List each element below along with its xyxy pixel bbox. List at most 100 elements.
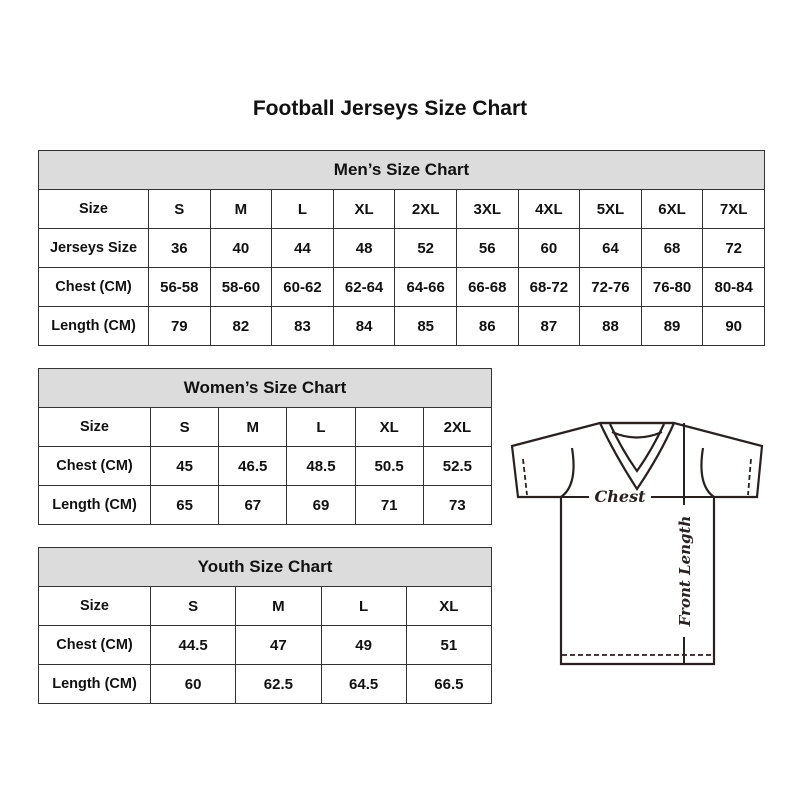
table-cell: 66-68 (455, 267, 519, 307)
table-cell: L (320, 586, 407, 626)
table-cell: 48.5 (286, 446, 356, 486)
table-cell: 7XL (702, 189, 765, 229)
jersey-outline-icon (510, 421, 764, 666)
womens-size-table: Women’s Size Chart Size S M L XL 2XL Chest (CM)… (38, 368, 493, 525)
table-cell: 44 (271, 228, 334, 268)
table-cell: 44.5 (149, 625, 237, 665)
table-cell: 50.5 (354, 446, 424, 486)
table-cell: 3XL (455, 189, 519, 229)
table-heading-row: Men’s Size Chart (38, 150, 765, 190)
table-cell: 67 (218, 485, 288, 525)
seam-lines (522, 458, 752, 656)
youth-size-table: Youth Size Chart Size S M L XL Chest (CM) 44.5 4… (38, 547, 493, 704)
row-label: Size (38, 189, 149, 229)
table-row: Chest (CM) 45 46.5 48.5 50.5 52.5 (38, 446, 493, 486)
table-cell: 51 (405, 625, 493, 665)
table-cell: 85 (394, 306, 457, 346)
table-cell: M (209, 189, 273, 229)
table-cell: 6XL (640, 189, 704, 229)
table-cell: 62-64 (332, 267, 396, 307)
chest-label: Chest (595, 487, 647, 506)
table-cell: 64-66 (394, 267, 457, 307)
table-row: Length (CM) 60 62.5 64.5 66.5 (38, 664, 493, 704)
table-cell: 76-80 (640, 267, 704, 307)
table-cell: 36 (148, 228, 211, 268)
front-length-label: Front Length (676, 516, 694, 628)
table-cell: 82 (209, 306, 273, 346)
table-cell: 2XL (422, 407, 493, 447)
table-cell: 88 (579, 306, 642, 346)
table-cell: 48 (332, 228, 396, 268)
table-cell: 72 (702, 228, 765, 268)
table-cell: 40 (209, 228, 273, 268)
table-cell: 64 (579, 228, 642, 268)
table-cell: 58-60 (209, 267, 273, 307)
row-label: Chest (CM) (38, 625, 151, 665)
table-cell: 46.5 (218, 446, 288, 486)
row-label: Length (CM) (38, 485, 151, 525)
table-cell: 66.5 (405, 664, 493, 704)
table-cell: S (148, 189, 211, 229)
table-cell: S (149, 586, 237, 626)
table-cell: 87 (517, 306, 581, 346)
table-cell: 56-58 (148, 267, 211, 307)
table-cell: 69 (286, 485, 356, 525)
table-cell: 62.5 (235, 664, 322, 704)
row-label: Size (38, 407, 151, 447)
table-row: Length (CM) 79 82 83 84 85 86 87 88 89 90 (38, 306, 765, 346)
table-row: Size S M L XL 2XL (38, 407, 493, 447)
row-label: Jerseys Size (38, 228, 149, 268)
table-cell: 5XL (579, 189, 642, 229)
table-cell: 60-62 (271, 267, 334, 307)
table-cell: 90 (702, 306, 765, 346)
table-cell: 72-76 (579, 267, 642, 307)
table-cell: 80-84 (702, 267, 765, 307)
table-row: Chest (CM) 56-58 58-60 60-62 62-64 64-66 66-68… (38, 267, 765, 307)
table-cell: 64.5 (320, 664, 407, 704)
table-cell: 60 (149, 664, 237, 704)
men-table-heading: Men’s Size Chart (38, 150, 765, 190)
table-cell: 68-72 (517, 267, 581, 307)
mens-size-table: Men’s Size Chart Size S M L XL 2XL 3XL 4XL 5XL 6XL… (38, 150, 765, 346)
table-cell: 65 (149, 485, 220, 525)
table-row: Length (CM) 65 67 69 71 73 (38, 485, 493, 525)
youth-table-heading: Youth Size Chart (38, 547, 492, 587)
table-cell: L (271, 189, 334, 229)
table-cell: L (286, 407, 356, 447)
table-cell: XL (332, 189, 396, 229)
table-cell: 79 (148, 306, 211, 346)
table-row: Jerseys Size 36 40 44 48 52 56 60 64 68 72 (38, 228, 765, 268)
table-heading-row: Women’s Size Chart (38, 368, 492, 408)
row-label: Length (CM) (38, 664, 151, 704)
page-title: Football Jerseys Size Chart (252, 97, 528, 120)
table-cell: 60 (517, 228, 581, 268)
row-label: Chest (CM) (38, 446, 151, 486)
table-cell: XL (354, 407, 424, 447)
table-cell: 73 (422, 485, 493, 525)
table-cell: XL (405, 586, 493, 626)
table-cell: 45 (149, 446, 220, 486)
table-row: Size S M L XL (38, 586, 493, 626)
row-label: Size (38, 586, 151, 626)
table-cell: 84 (332, 306, 396, 346)
table-cell: 56 (455, 228, 519, 268)
table-heading-row: Youth Size Chart (38, 547, 492, 587)
table-cell: 86 (455, 306, 519, 346)
table-cell: 2XL (394, 189, 457, 229)
table-cell: 83 (271, 306, 334, 346)
table-cell: S (149, 407, 220, 447)
table-cell: 4XL (517, 189, 581, 229)
jersey-diagram: Chest Front Length (510, 421, 764, 666)
women-table-heading: Women’s Size Chart (38, 368, 492, 408)
table-cell: 71 (354, 485, 424, 525)
table-cell: 47 (235, 625, 322, 665)
table-cell: M (218, 407, 288, 447)
row-label: Length (CM) (38, 306, 149, 346)
table-cell: 49 (320, 625, 407, 665)
table-row: Chest (CM) 44.5 47 49 51 (38, 625, 493, 665)
table-cell: M (235, 586, 322, 626)
table-row: Size S M L XL 2XL 3XL 4XL 5XL 6XL 7XL (38, 189, 765, 229)
table-cell: 52.5 (422, 446, 493, 486)
table-cell: 52 (394, 228, 457, 268)
table-cell: 89 (640, 306, 704, 346)
